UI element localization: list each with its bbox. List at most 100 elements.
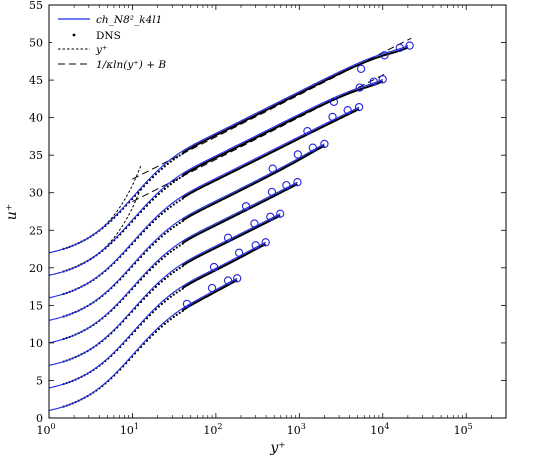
y-tick-label: 30: [29, 187, 43, 200]
dns-point: [166, 162, 169, 166]
model-marker: [276, 209, 285, 218]
dns-point: [157, 170, 160, 173]
dns-point: [163, 210, 166, 213]
model-marker: [267, 187, 277, 197]
dns-point: [154, 308, 157, 311]
model-marker: [343, 105, 352, 115]
model-line: [49, 45, 409, 254]
model-line: [49, 277, 238, 411]
dns-point: [169, 318, 172, 321]
dns-point: [178, 199, 181, 202]
dns-point: [160, 235, 163, 238]
legend-loglaw-label: 1/κln(y⁺) + B: [96, 59, 166, 71]
model-marker: [293, 150, 302, 159]
dns-curve: [182, 46, 409, 154]
dns-point: [157, 260, 160, 263]
model-marker: [223, 233, 233, 242]
viscous-sublayer-line: [49, 188, 142, 276]
dns-point: [166, 230, 169, 233]
axes-box: [48, 4, 507, 419]
axes-frame: [48, 4, 507, 419]
dns-point: [175, 178, 178, 182]
log-law-line: [132, 37, 412, 180]
dns-point: [178, 154, 181, 157]
y-tick-label: 50: [29, 37, 43, 50]
model-line: [49, 106, 360, 299]
model-marker: [182, 299, 192, 309]
dns-point: [172, 158, 175, 161]
dns-point: [160, 190, 163, 193]
dns-point: [166, 297, 169, 301]
x-tick-label: 104: [370, 422, 389, 437]
dns-point: [172, 270, 175, 274]
dns-point: [160, 167, 163, 170]
viscous-sublayer-line: [49, 165, 142, 254]
y-tick-label: 15: [29, 299, 43, 312]
model-marker: [369, 77, 378, 86]
model-line: [49, 181, 298, 344]
dns-point: [157, 237, 160, 241]
model-marker: [209, 262, 219, 272]
dns-point: [154, 330, 157, 333]
model-marker: [233, 274, 242, 283]
model-marker: [328, 112, 337, 122]
model-marker: [395, 43, 404, 52]
dns-point: [169, 205, 172, 208]
model-marker: [250, 219, 259, 228]
model-marker: [380, 51, 389, 60]
x-tick-label: 105: [454, 422, 473, 437]
model-marker: [378, 75, 387, 84]
y-tick-label: 10: [29, 337, 43, 350]
dns-point: [178, 311, 181, 315]
x-tick-label: 101: [120, 422, 139, 437]
dns-point: [178, 221, 181, 225]
dns-point: [157, 283, 160, 286]
model-marker: [293, 178, 302, 187]
dns-point: [154, 285, 157, 288]
model-line: [49, 241, 266, 389]
model-marker: [223, 276, 233, 285]
dns-point: [178, 289, 181, 292]
dns-curve: [182, 214, 281, 267]
model-marker: [355, 83, 364, 92]
model-line: [49, 78, 383, 276]
y-tick-label: 25: [29, 224, 43, 237]
dns-point: [175, 201, 178, 204]
legend-box: [52, 11, 262, 76]
dns-point: [163, 232, 166, 236]
dns-point: [157, 328, 160, 331]
model-marker: [266, 212, 275, 221]
dns-point: [172, 225, 175, 229]
dns-point: [175, 156, 178, 159]
legend: ch_N8²_k4l1 DNS y⁺ 1/κln(y⁺) + B: [52, 11, 262, 76]
dns-curve: [182, 80, 384, 177]
dns-point: [154, 195, 157, 198]
dns-curve: [182, 144, 325, 222]
model-marker: [356, 64, 366, 73]
legend-model-label: ch_N8²_k4l1: [96, 14, 162, 26]
dns-point: [157, 305, 160, 308]
model-marker: [308, 143, 317, 152]
dns-point: [172, 180, 175, 184]
dns-point: [154, 263, 157, 266]
model-marker: [251, 241, 260, 250]
dns-point: [163, 187, 166, 190]
dns-point: [169, 228, 172, 231]
dns-point: [154, 218, 157, 221]
dns-point: [172, 203, 175, 206]
dns-point: [175, 223, 178, 227]
dns-point: [178, 266, 181, 270]
dns-point: [166, 275, 169, 278]
dns-point: [166, 252, 169, 256]
dns-point: [175, 246, 178, 249]
y-tick-label: 45: [29, 74, 43, 87]
dns-point: [163, 300, 166, 303]
model-marker: [268, 164, 277, 173]
dns-point: [175, 313, 178, 317]
dns-point: [175, 291, 178, 294]
model-marker: [207, 283, 217, 293]
y-axis-title: u⁺: [4, 204, 20, 220]
dns-point: [172, 248, 175, 251]
model-marker: [405, 41, 414, 50]
